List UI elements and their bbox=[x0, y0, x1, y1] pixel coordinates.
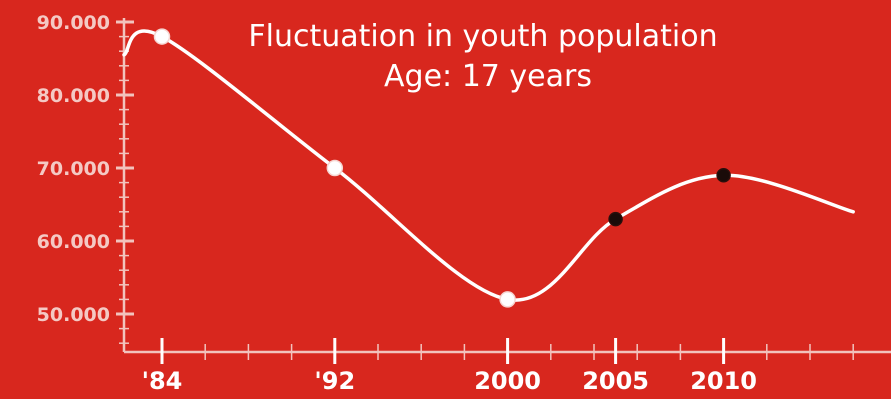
data-point-hollow bbox=[153, 28, 171, 45]
chart-title: Fluctuation in youth population bbox=[248, 19, 717, 54]
y-tick-label: 90.000 bbox=[37, 12, 110, 34]
y-tick-label: 60.000 bbox=[37, 231, 110, 253]
tick-labels: 50.000 60.000 70.000 80.000 90.000 '84 '92 2000… bbox=[37, 12, 757, 395]
x-tick-label: 2010 bbox=[690, 367, 757, 395]
x-tick-label: '92 bbox=[314, 367, 355, 395]
data-point-filled bbox=[716, 168, 731, 183]
x-tick-label: '84 bbox=[142, 367, 183, 395]
markers bbox=[153, 28, 731, 308]
x-tick-label: 2000 bbox=[474, 367, 541, 395]
y-tick-label: 70.000 bbox=[37, 158, 110, 180]
chart-subtitle: Age: 17 years bbox=[384, 59, 592, 94]
x-tick-label: 2005 bbox=[582, 367, 649, 395]
data-point-hollow bbox=[326, 159, 344, 177]
y-tick-label: 80.000 bbox=[37, 85, 110, 107]
data-point-filled bbox=[608, 211, 623, 227]
y-tick-label: 50.000 bbox=[37, 304, 110, 326]
data-point-hollow bbox=[499, 291, 516, 308]
